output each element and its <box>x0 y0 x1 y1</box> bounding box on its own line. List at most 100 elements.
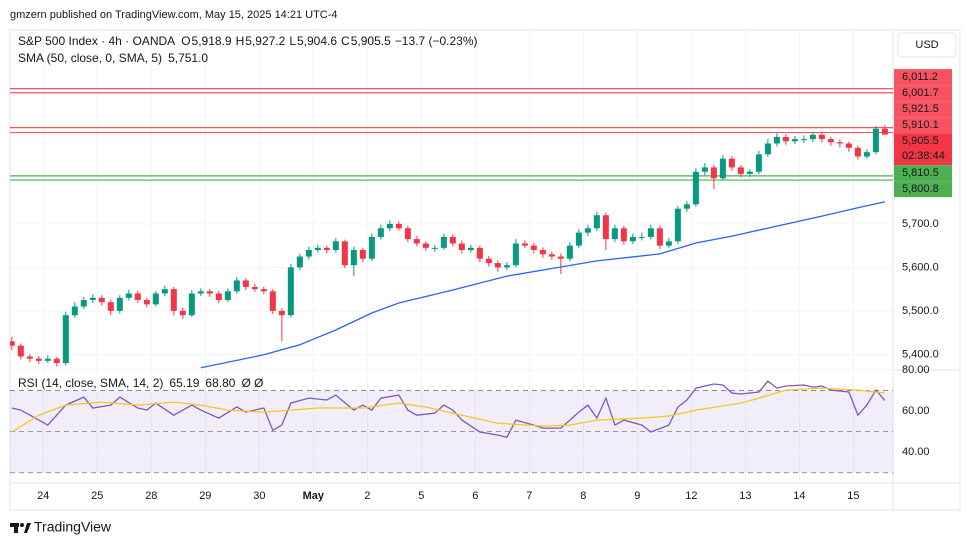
candle-body <box>485 258 492 264</box>
candle-body <box>35 358 42 361</box>
y-tick-label: 5,600.0 <box>902 261 939 273</box>
candle-body <box>755 154 762 172</box>
rsi-sma-value: 68.80 <box>205 376 235 390</box>
candle-body <box>350 250 357 266</box>
level-label: 5,800.8 <box>902 183 939 195</box>
level-label-bg <box>894 101 952 118</box>
y-tick-label: 80.00 <box>902 364 930 376</box>
countdown: 02:38:44 <box>902 150 945 162</box>
x-tick-label: 13 <box>739 490 751 502</box>
candle-body <box>710 167 717 179</box>
candle-body <box>773 136 780 144</box>
candle-body <box>782 136 789 142</box>
candle-body <box>521 243 528 246</box>
candle-body <box>422 243 429 248</box>
y-tick-label: 5,500.0 <box>902 305 939 317</box>
candle-body <box>476 247 483 259</box>
candle-body <box>620 228 627 242</box>
level-label-bg <box>894 69 952 86</box>
x-tick-label: 14 <box>793 490 805 502</box>
candle-body <box>116 297 123 311</box>
candle-body <box>638 236 645 238</box>
sma-legend: SMA (50, close, 0, SMA, 5) <box>18 51 162 65</box>
logo-part <box>24 523 31 533</box>
candle-body <box>548 254 555 257</box>
candle-body <box>215 293 222 300</box>
level-label-bg <box>894 165 952 182</box>
candle-body <box>629 236 636 242</box>
candle-body <box>458 243 465 250</box>
candle-body <box>179 310 186 316</box>
candle-body <box>647 228 654 237</box>
candle-body <box>575 232 582 246</box>
x-tick-label: 5 <box>418 490 424 502</box>
candle-body <box>359 250 366 259</box>
candle-body <box>593 215 600 229</box>
x-tick-label: 7 <box>526 490 532 502</box>
candle-body <box>845 143 852 148</box>
candle-body <box>881 128 888 135</box>
candle-body <box>107 302 114 311</box>
candle-body <box>206 291 213 294</box>
candle-body <box>737 167 744 174</box>
rsi-extra: Ø Ø <box>241 376 263 390</box>
currency[interactable]: USD <box>915 39 938 51</box>
candle-body <box>278 310 285 316</box>
attribution: gmzern published on TradingView.com, May… <box>10 9 338 21</box>
candle-body <box>287 267 294 316</box>
rsi-line <box>11 380 886 438</box>
candle-body <box>17 345 24 357</box>
level-label: 6,001.7 <box>902 87 939 99</box>
ohlc-value: 5,905.5 <box>351 34 391 48</box>
x-tick-label: 9 <box>634 490 640 502</box>
candle-body <box>440 236 447 248</box>
ohlc-key: L <box>289 34 296 48</box>
level-label: 5,921.5 <box>902 103 939 115</box>
candle-body <box>341 241 348 266</box>
x-tick-label: 8 <box>580 490 586 502</box>
candle-body <box>800 139 807 141</box>
ohlc-value: 5,927.2 <box>245 34 285 48</box>
ohlc-key: O <box>181 34 190 48</box>
candle-body <box>26 356 33 359</box>
candle-body <box>134 293 141 300</box>
candle-body <box>413 239 420 244</box>
candle-body <box>494 263 501 268</box>
y-tick-label: 5,400.0 <box>902 348 939 360</box>
currency-button[interactable] <box>897 32 957 58</box>
candle-body <box>197 291 204 294</box>
candle-body <box>395 223 402 229</box>
x-tick-label: May <box>303 490 325 502</box>
ohlc-key: H <box>236 34 245 48</box>
candle-body <box>251 286 258 290</box>
candle-body <box>62 315 69 364</box>
candle-body <box>80 300 87 307</box>
candle-body <box>683 204 690 209</box>
candle-body <box>170 289 177 311</box>
candle-body <box>386 223 393 229</box>
candle-body <box>512 243 519 266</box>
candle-body <box>602 215 609 240</box>
y-tick-label: 40.00 <box>902 446 930 458</box>
rsi-value: 65.19 <box>169 376 199 390</box>
last-price: 5,905.5 <box>902 135 939 147</box>
candle-body <box>539 250 546 255</box>
rsi-legend: RSI (14, close, SMA, 14, 2) <box>18 376 163 390</box>
candle-body <box>377 228 384 237</box>
candle-body <box>89 297 96 300</box>
level-label: 5,810.5 <box>902 167 939 179</box>
plot-area <box>10 30 893 483</box>
candle-body <box>530 245 537 250</box>
candle-body <box>242 280 249 287</box>
x-tick-label: 2 <box>364 490 370 502</box>
sma-line <box>200 201 886 369</box>
x-tick-label: 29 <box>199 490 211 502</box>
candle-body <box>872 128 879 153</box>
candle-body <box>368 236 375 259</box>
level-label: 5,910.1 <box>902 119 939 131</box>
candle-body <box>674 208 681 242</box>
candle-body <box>10 341 15 346</box>
candle-body <box>503 265 510 268</box>
